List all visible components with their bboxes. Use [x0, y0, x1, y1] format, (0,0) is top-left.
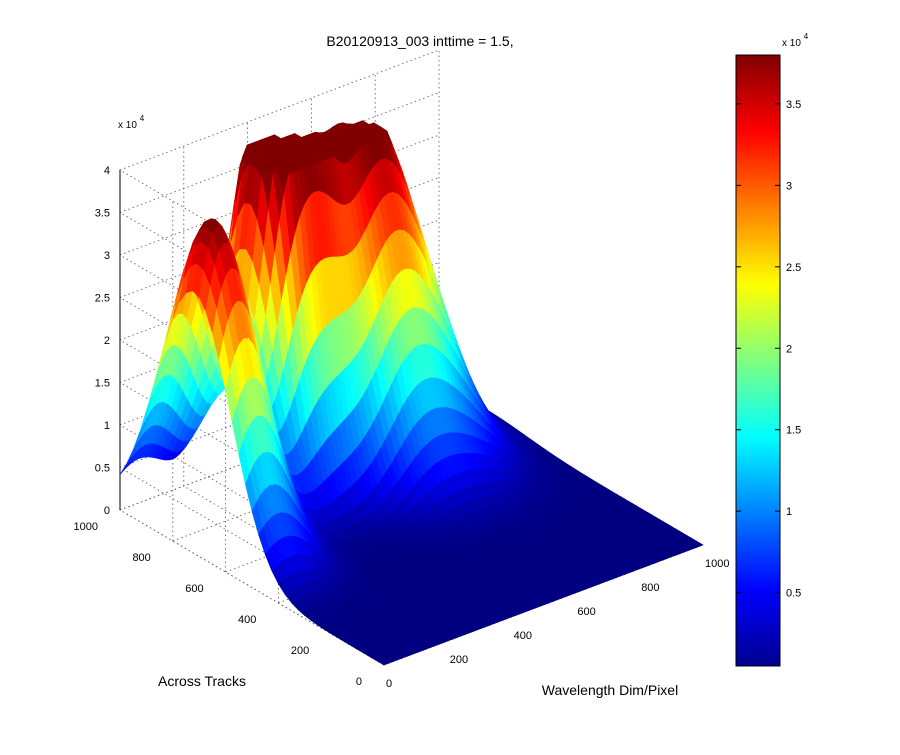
y-tick-label: 800	[132, 552, 150, 564]
colorbar-tick-label: 2	[786, 343, 792, 355]
z-tick-label: 2.5	[95, 293, 110, 305]
colorbar-tick-label: 0.5	[786, 588, 801, 600]
y-tick-label: 200	[291, 645, 309, 657]
colorbar-tick-label: 2.5	[786, 262, 801, 274]
y-tick-label: 600	[185, 583, 203, 595]
z-tick-label: 0	[104, 505, 110, 517]
z-tick-label: 3.5	[95, 208, 110, 220]
colorbar-tick-label: 1.5	[786, 425, 801, 437]
colorbar-gradient	[735, 54, 781, 667]
colorbar-tick-label: 3	[786, 180, 792, 192]
z-multiplier: x 10 4	[118, 114, 145, 131]
y-tick-label: 0	[356, 676, 362, 688]
surface-cell	[691, 540, 704, 548]
colorbar-multiplier: x 10 4	[782, 32, 809, 49]
x-axis-label: Wavelength Dim/Pixel	[542, 682, 678, 698]
x-tick-label: 0	[386, 678, 392, 690]
z-tick-label: 0.5	[95, 463, 110, 475]
y-tick-label: 400	[238, 614, 256, 626]
colorbar: x 10 4 0.5 1 1.5 2 2.5 3 3.5	[735, 32, 809, 667]
x-tick-label: 400	[514, 630, 532, 642]
y-tick-label: 1000	[74, 521, 98, 533]
chart-title: B20120913_003 inttime = 1.5,	[326, 33, 513, 49]
y-axis-label: Across Tracks	[158, 673, 246, 689]
x-tick-label: 200	[450, 654, 468, 666]
z-tick-label: 2	[104, 335, 110, 347]
surface-mesh	[119, 120, 704, 666]
x-tick-label: 800	[641, 582, 659, 594]
z-tick-label: 1.5	[95, 378, 110, 390]
colorbar-tick-label: 3.5	[786, 99, 801, 111]
z-tick-label: 3	[104, 250, 110, 262]
x-tick-label: 600	[577, 606, 595, 618]
z-tick-label: 4	[104, 165, 110, 177]
z-tick-label: 1	[104, 420, 110, 432]
x-tick-label: 1000	[705, 558, 729, 570]
colorbar-tick-label: 1	[786, 506, 792, 518]
